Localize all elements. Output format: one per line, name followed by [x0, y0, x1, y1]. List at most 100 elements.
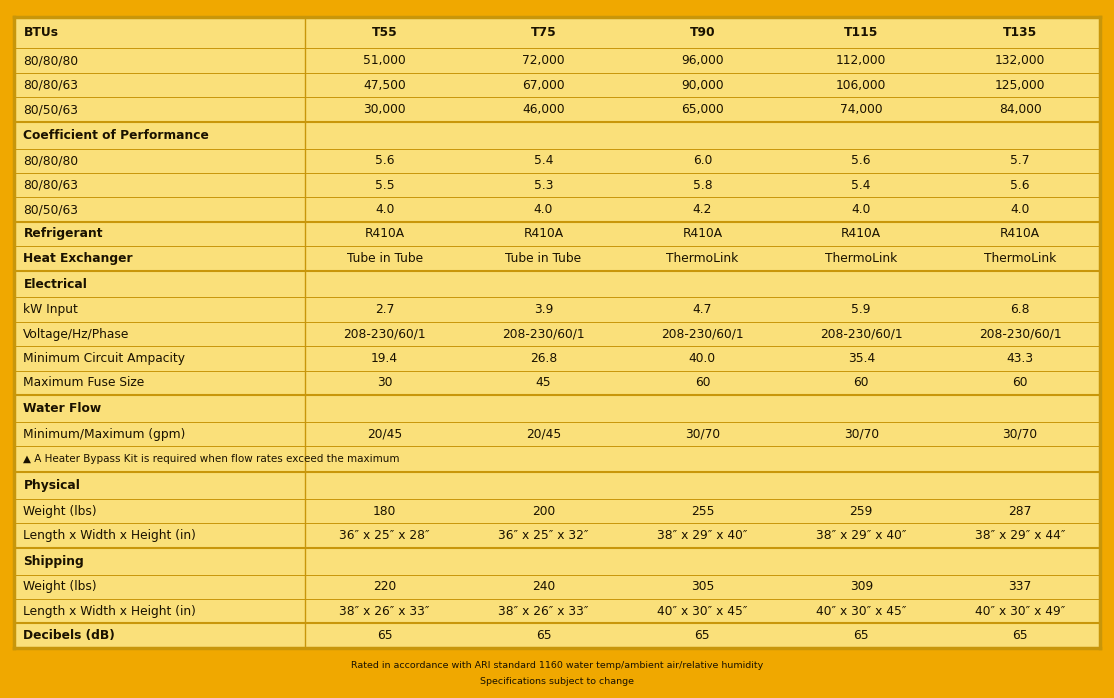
- Text: 60: 60: [1013, 376, 1028, 389]
- Text: 208-230/60/1: 208-230/60/1: [502, 327, 585, 341]
- Text: 60: 60: [695, 376, 710, 389]
- Text: T75: T75: [530, 26, 556, 39]
- Text: 60: 60: [853, 376, 869, 389]
- Text: 4.0: 4.0: [375, 203, 394, 216]
- Text: 208-230/60/1: 208-230/60/1: [820, 327, 902, 341]
- Text: 208-230/60/1: 208-230/60/1: [661, 327, 744, 341]
- Text: 220: 220: [373, 580, 397, 593]
- Text: 38″ x 29″ x 40″: 38″ x 29″ x 40″: [657, 529, 747, 542]
- Text: 80/80/80: 80/80/80: [23, 54, 78, 67]
- Text: 30: 30: [377, 376, 392, 389]
- Text: Tube in Tube: Tube in Tube: [346, 252, 422, 265]
- Text: 4.0: 4.0: [534, 203, 554, 216]
- Text: 4.2: 4.2: [693, 203, 712, 216]
- Text: 5.4: 5.4: [851, 179, 871, 192]
- Text: Electrical: Electrical: [23, 278, 87, 290]
- Text: 2.7: 2.7: [375, 303, 394, 316]
- Text: 36″ x 25″ x 32″: 36″ x 25″ x 32″: [498, 529, 589, 542]
- Text: 4.0: 4.0: [851, 203, 871, 216]
- Text: 200: 200: [531, 505, 555, 517]
- Text: 5.6: 5.6: [375, 154, 394, 168]
- Text: 38″ x 26″ x 33″: 38″ x 26″ x 33″: [340, 604, 430, 618]
- Text: kW Input: kW Input: [23, 303, 78, 316]
- Text: Refrigerant: Refrigerant: [23, 228, 102, 241]
- Text: Maximum Fuse Size: Maximum Fuse Size: [23, 376, 145, 389]
- Text: 5.3: 5.3: [534, 179, 554, 192]
- Text: R410A: R410A: [364, 228, 404, 241]
- Text: 5.7: 5.7: [1010, 154, 1029, 168]
- Text: 19.4: 19.4: [371, 352, 399, 365]
- Text: 6.8: 6.8: [1010, 303, 1029, 316]
- Text: 38″ x 26″ x 33″: 38″ x 26″ x 33″: [498, 604, 589, 618]
- Text: T55: T55: [372, 26, 398, 39]
- Text: ThermoLink: ThermoLink: [984, 252, 1056, 265]
- Text: Weight (lbs): Weight (lbs): [23, 580, 97, 593]
- Text: 30/70: 30/70: [843, 428, 879, 440]
- Text: 65: 65: [1013, 629, 1028, 642]
- Text: 5.6: 5.6: [851, 154, 871, 168]
- Text: 112,000: 112,000: [836, 54, 887, 67]
- Text: 38″ x 29″ x 44″: 38″ x 29″ x 44″: [975, 529, 1065, 542]
- Text: 80/50/63: 80/50/63: [23, 103, 78, 116]
- Text: 38″ x 29″ x 40″: 38″ x 29″ x 40″: [815, 529, 907, 542]
- Text: Weight (lbs): Weight (lbs): [23, 505, 97, 517]
- Text: 51,000: 51,000: [363, 54, 407, 67]
- Text: 40.0: 40.0: [688, 352, 716, 365]
- Text: 5.4: 5.4: [534, 154, 554, 168]
- Text: 35.4: 35.4: [848, 352, 874, 365]
- Text: 30,000: 30,000: [363, 103, 405, 116]
- Text: 80/80/63: 80/80/63: [23, 179, 78, 192]
- Text: 337: 337: [1008, 580, 1032, 593]
- Text: 305: 305: [691, 580, 714, 593]
- Text: Specifications subject to change: Specifications subject to change: [480, 677, 634, 685]
- Text: Minimum/Maximum (gpm): Minimum/Maximum (gpm): [23, 428, 186, 440]
- Text: Shipping: Shipping: [23, 555, 85, 567]
- Text: ThermoLink: ThermoLink: [666, 252, 739, 265]
- Text: 4.7: 4.7: [693, 303, 712, 316]
- Text: 5.6: 5.6: [1010, 179, 1029, 192]
- Text: 5.8: 5.8: [693, 179, 712, 192]
- Text: 132,000: 132,000: [995, 54, 1045, 67]
- Text: 65: 65: [853, 629, 869, 642]
- Text: 80/80/80: 80/80/80: [23, 154, 78, 168]
- Text: 259: 259: [850, 505, 873, 517]
- Text: 65: 65: [695, 629, 711, 642]
- Text: Length x Width x Height (in): Length x Width x Height (in): [23, 529, 196, 542]
- Text: 80/80/63: 80/80/63: [23, 79, 78, 91]
- Text: 6.0: 6.0: [693, 154, 712, 168]
- Text: Rated in accordance with ARI standard 1160 water temp/ambient air/relative humid: Rated in accordance with ARI standard 11…: [351, 661, 763, 669]
- Text: T90: T90: [690, 26, 715, 39]
- Text: 5.9: 5.9: [851, 303, 871, 316]
- Text: 26.8: 26.8: [530, 352, 557, 365]
- Text: 65: 65: [536, 629, 551, 642]
- Text: R410A: R410A: [1000, 228, 1040, 241]
- Text: 36″ x 25″ x 28″: 36″ x 25″ x 28″: [340, 529, 430, 542]
- Text: 30/70: 30/70: [1003, 428, 1037, 440]
- Text: 46,000: 46,000: [522, 103, 565, 116]
- Text: 3.9: 3.9: [534, 303, 554, 316]
- Text: 125,000: 125,000: [995, 79, 1045, 91]
- Text: Physical: Physical: [23, 479, 80, 492]
- Text: 255: 255: [691, 505, 714, 517]
- Text: 208-230/60/1: 208-230/60/1: [979, 327, 1062, 341]
- Text: 287: 287: [1008, 505, 1032, 517]
- Text: 240: 240: [531, 580, 555, 593]
- Text: 208-230/60/1: 208-230/60/1: [343, 327, 426, 341]
- Text: Tube in Tube: Tube in Tube: [506, 252, 582, 265]
- Text: 5.5: 5.5: [375, 179, 394, 192]
- Text: R410A: R410A: [683, 228, 723, 241]
- Text: BTUs: BTUs: [23, 26, 58, 39]
- Text: 90,000: 90,000: [681, 79, 724, 91]
- Text: R410A: R410A: [841, 228, 881, 241]
- Text: ▲ A Heater Bypass Kit is required when flow rates exceed the maximum: ▲ A Heater Bypass Kit is required when f…: [23, 454, 400, 464]
- Text: 40″ x 30″ x 45″: 40″ x 30″ x 45″: [815, 604, 907, 618]
- Text: 20/45: 20/45: [526, 428, 561, 440]
- Text: 106,000: 106,000: [836, 79, 887, 91]
- Text: Minimum Circuit Ampacity: Minimum Circuit Ampacity: [23, 352, 185, 365]
- Text: Decibels (dB): Decibels (dB): [23, 629, 115, 642]
- Text: 4.0: 4.0: [1010, 203, 1029, 216]
- Text: Heat Exchanger: Heat Exchanger: [23, 252, 133, 265]
- Text: Length x Width x Height (in): Length x Width x Height (in): [23, 604, 196, 618]
- Text: R410A: R410A: [524, 228, 564, 241]
- Text: 80/50/63: 80/50/63: [23, 203, 78, 216]
